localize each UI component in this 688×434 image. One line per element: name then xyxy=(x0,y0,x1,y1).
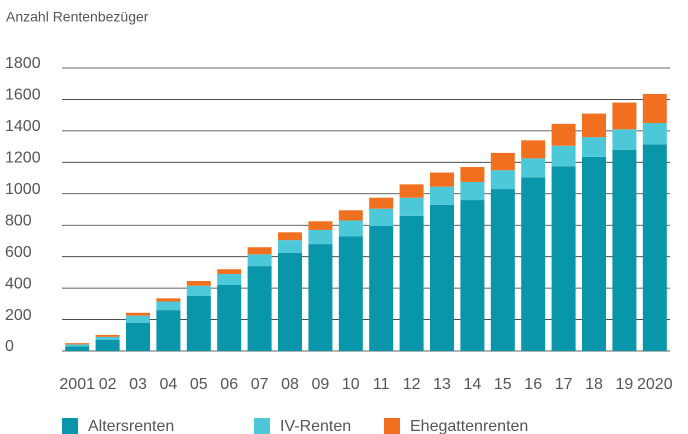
legend-label: IV-Renten xyxy=(280,418,351,434)
bar-segment xyxy=(642,144,667,351)
bar-segment xyxy=(338,210,363,221)
legend-swatch xyxy=(254,418,270,434)
x-tick-label: 11 xyxy=(373,376,390,393)
bar-segment xyxy=(95,334,120,337)
bar-segment xyxy=(460,167,485,182)
y-tick-label: 1400 xyxy=(5,118,41,135)
bar-segment xyxy=(247,254,272,267)
x-tick-label: 09 xyxy=(312,376,330,393)
bar-segment xyxy=(430,172,454,187)
x-tick-label: 08 xyxy=(281,376,299,393)
x-tick-label: 13 xyxy=(433,376,451,393)
y-tick-label: 1800 xyxy=(5,55,41,72)
bar-segment xyxy=(126,315,150,323)
x-tick-label: 04 xyxy=(160,376,178,393)
x-tick-label: 12 xyxy=(403,376,421,393)
bar-segment xyxy=(490,170,515,190)
bar-segment xyxy=(217,273,242,285)
x-tick-label: 06 xyxy=(220,376,238,393)
x-tick-label: 19 xyxy=(616,376,634,393)
bar-segment xyxy=(278,232,302,241)
bar-segment xyxy=(642,123,667,145)
bar-segment xyxy=(308,221,333,230)
bar-segment xyxy=(430,186,454,205)
bar-segment xyxy=(186,295,211,351)
x-tick-label: 10 xyxy=(342,376,360,393)
bar-segment xyxy=(642,93,667,124)
bar-segment xyxy=(186,281,211,286)
bar-segment xyxy=(65,346,90,351)
bar-segment xyxy=(95,336,120,340)
bar-segment xyxy=(399,184,424,198)
bar-segment xyxy=(612,149,637,351)
legend-label: Altersrenten xyxy=(88,418,174,434)
y-tick-label: 1200 xyxy=(5,150,41,167)
bar-segment xyxy=(521,177,546,351)
x-tick-label: 2020 xyxy=(637,376,673,393)
y-tick-label: 1600 xyxy=(5,87,41,104)
x-tick-label: 14 xyxy=(464,376,482,393)
bar-segment xyxy=(399,215,424,351)
bar-segment xyxy=(217,284,242,351)
bar-segment xyxy=(582,156,606,351)
bar-segment xyxy=(308,229,333,245)
y-tick-label: 0 xyxy=(5,338,14,355)
bar-segment xyxy=(126,312,150,316)
bar-segment xyxy=(582,113,606,138)
bar-segment xyxy=(308,244,333,351)
y-tick-label: 600 xyxy=(5,244,32,261)
bar-segment xyxy=(156,310,181,351)
bar-segment xyxy=(338,236,363,351)
x-tick-label: 15 xyxy=(494,376,512,393)
x-tick-label: 16 xyxy=(524,376,542,393)
bar-segment xyxy=(399,197,424,216)
bar-segment xyxy=(460,181,485,201)
bar-segment xyxy=(338,220,363,237)
bar-segment xyxy=(612,129,637,150)
bar-segment xyxy=(551,166,576,351)
bar-segment xyxy=(65,344,90,347)
legend-swatch xyxy=(62,418,78,434)
y-tick-label: 200 xyxy=(5,307,32,324)
x-tick-label: 02 xyxy=(99,376,117,393)
bar-segment xyxy=(156,298,181,302)
x-tick-label: 07 xyxy=(251,376,269,393)
x-tick-label: 18 xyxy=(585,376,603,393)
bar-segment xyxy=(460,200,485,351)
bar-segment xyxy=(490,152,515,171)
bar-segment xyxy=(278,252,302,351)
bar-segment xyxy=(430,204,454,351)
bar-segment xyxy=(126,322,150,351)
x-tick-label: 17 xyxy=(555,376,573,393)
bar-segment xyxy=(369,226,394,351)
bar-segment xyxy=(582,137,606,157)
bar-segment xyxy=(490,189,515,351)
bar-segment xyxy=(217,269,242,274)
y-tick-label: 800 xyxy=(5,212,32,229)
bar-segment xyxy=(369,197,394,209)
bar-segment xyxy=(551,123,576,146)
bar-segment xyxy=(612,102,637,130)
x-tick-label: 2001 xyxy=(59,376,95,393)
bar-segment xyxy=(551,145,576,167)
bar-segment xyxy=(156,301,181,311)
bar-segment xyxy=(65,343,90,345)
bar-segment xyxy=(278,240,302,253)
y-tick-label: 400 xyxy=(5,275,32,292)
bar-segment xyxy=(369,208,394,227)
legend-swatch xyxy=(384,418,400,434)
legend-label: Ehegattenrenten xyxy=(410,418,528,434)
bar-segment xyxy=(95,339,120,351)
bar-segment xyxy=(521,158,546,178)
y-tick-label: 1000 xyxy=(5,181,41,198)
y-axis-title: Anzahl Rentenbezüger xyxy=(6,9,149,25)
bar-segment xyxy=(186,285,211,296)
bar-segment xyxy=(247,266,272,351)
bar-segment xyxy=(247,247,272,255)
bar-segment xyxy=(521,140,546,159)
x-tick-label: 03 xyxy=(129,376,147,393)
x-tick-label: 05 xyxy=(190,376,208,393)
